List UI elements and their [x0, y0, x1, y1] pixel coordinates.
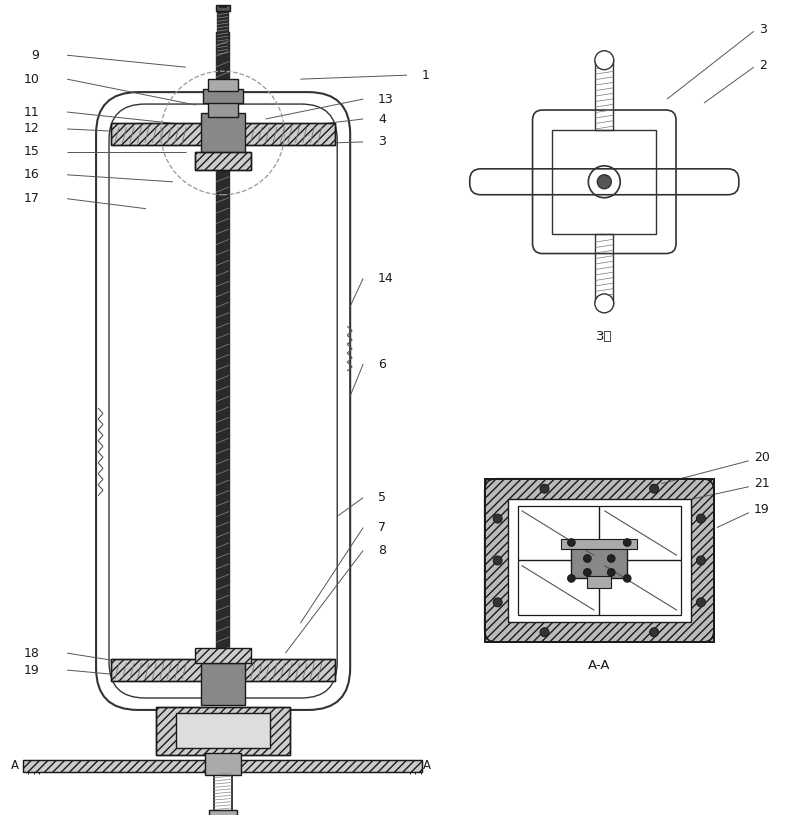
Bar — [595, 60, 614, 130]
Circle shape — [493, 598, 502, 607]
Text: 16: 16 — [23, 168, 39, 181]
Bar — [571, 540, 627, 579]
Text: 2: 2 — [758, 59, 766, 72]
Text: 11: 11 — [23, 105, 39, 118]
Text: 14: 14 — [378, 272, 394, 285]
Text: A: A — [423, 759, 431, 772]
Bar — [587, 576, 611, 588]
Circle shape — [623, 539, 631, 547]
Bar — [202, 89, 242, 103]
Text: 10: 10 — [23, 73, 39, 86]
Circle shape — [583, 555, 591, 562]
Bar — [508, 499, 691, 623]
Text: 6: 6 — [378, 357, 386, 370]
Text: 4: 4 — [378, 113, 386, 126]
Bar — [201, 113, 245, 155]
Text: A-A: A-A — [588, 659, 610, 672]
Text: 20: 20 — [754, 451, 770, 464]
Circle shape — [598, 175, 611, 188]
Bar — [562, 539, 637, 548]
Text: A: A — [11, 759, 19, 772]
Bar — [111, 123, 335, 145]
Bar — [194, 648, 250, 663]
Circle shape — [607, 555, 615, 562]
Text: 3: 3 — [758, 23, 766, 36]
Text: 21: 21 — [754, 477, 770, 490]
Circle shape — [568, 574, 575, 582]
Text: 1: 1 — [422, 69, 430, 82]
Bar — [156, 707, 290, 755]
Bar — [485, 479, 714, 642]
Circle shape — [540, 484, 549, 493]
Text: 7: 7 — [378, 521, 386, 534]
Circle shape — [650, 628, 658, 636]
Circle shape — [697, 556, 706, 565]
Circle shape — [623, 574, 631, 582]
Bar — [595, 233, 614, 304]
Bar — [194, 152, 250, 170]
Bar — [553, 130, 656, 233]
Bar — [518, 506, 681, 615]
Bar — [156, 707, 290, 755]
Circle shape — [697, 514, 706, 523]
Circle shape — [493, 514, 502, 523]
Text: 12: 12 — [23, 122, 39, 135]
Circle shape — [650, 484, 658, 493]
Text: 3向: 3向 — [596, 330, 613, 343]
Circle shape — [595, 294, 614, 313]
Bar — [111, 659, 335, 681]
Text: 17: 17 — [23, 193, 39, 206]
Bar — [176, 713, 270, 747]
Circle shape — [697, 598, 706, 607]
Bar — [216, 6, 230, 11]
Text: 19: 19 — [23, 663, 39, 676]
Bar — [23, 760, 422, 772]
Text: 13: 13 — [378, 92, 394, 105]
Text: 18: 18 — [23, 646, 39, 659]
Circle shape — [595, 51, 614, 69]
Bar — [194, 152, 250, 170]
Bar — [111, 659, 335, 681]
Text: 5: 5 — [378, 491, 386, 504]
Bar — [208, 79, 238, 91]
Circle shape — [607, 569, 615, 576]
Circle shape — [493, 556, 502, 565]
Text: 9: 9 — [31, 49, 39, 62]
Bar — [485, 479, 714, 642]
Circle shape — [540, 628, 549, 636]
Text: 8: 8 — [378, 544, 386, 557]
Bar — [111, 123, 335, 145]
Text: 19: 19 — [754, 503, 770, 517]
Bar — [205, 753, 241, 774]
Bar — [209, 809, 237, 816]
Bar — [201, 663, 245, 705]
Circle shape — [583, 569, 591, 576]
Text: 3: 3 — [378, 135, 386, 149]
Text: 15: 15 — [23, 145, 39, 158]
Circle shape — [568, 539, 575, 547]
Bar — [208, 99, 238, 117]
Bar — [23, 760, 422, 772]
